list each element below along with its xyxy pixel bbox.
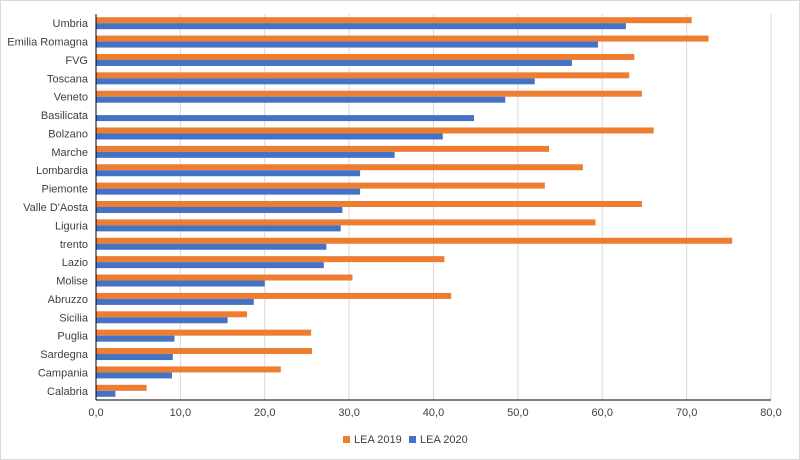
legend: LEA 2019 LEA 2020 xyxy=(343,434,468,446)
category-label: Basilicata xyxy=(41,110,89,122)
bar-lea-2020 xyxy=(96,59,572,66)
bar-lea-2019 xyxy=(96,292,452,299)
category-label: Veneto xyxy=(54,92,88,104)
bar-lea-2020 xyxy=(96,354,173,361)
category-label: Campania xyxy=(38,367,89,379)
bar-lea-2020 xyxy=(96,317,228,324)
bar-lea-2019 xyxy=(96,311,248,318)
bar-lea-2019 xyxy=(96,237,733,244)
bar-lea-2020 xyxy=(96,225,341,232)
x-tick-label: 30,0 xyxy=(338,407,359,419)
bar-lea-2019 xyxy=(96,72,630,79)
x-tick-labels: 0,0 10,0 20,0 30,0 40,0 50,0 60,0 70,0 80,0 xyxy=(88,407,781,419)
category-label: Umbria xyxy=(53,18,89,30)
category-label: Emilia Romagna xyxy=(7,37,89,49)
bar-lea-2020 xyxy=(96,280,265,287)
bar-lea-2019 xyxy=(96,274,353,281)
category-labels: Umbria Emilia Romagna FVG Toscana Veneto Basi… xyxy=(7,18,89,398)
bar-lea-2020 xyxy=(96,78,535,85)
category-label: Piemonte xyxy=(42,184,88,196)
bar-lea-2019 xyxy=(96,35,709,42)
bar-lea-2019 xyxy=(96,17,692,24)
bar-lea-2020 xyxy=(96,23,626,30)
bars xyxy=(96,17,733,397)
bar-lea-2019 xyxy=(96,182,545,189)
x-tick-label: 70,0 xyxy=(676,407,697,419)
bar-lea-2019 xyxy=(96,90,642,97)
bar-lea-2020 xyxy=(96,298,254,305)
category-label: Molise xyxy=(56,276,88,288)
bar-lea-2020 xyxy=(96,207,343,213)
category-label: Valle D'Aosta xyxy=(23,202,89,214)
category-label: Lombardia xyxy=(36,165,89,177)
bar-lea-2020 xyxy=(96,335,175,342)
bar-lea-2020 xyxy=(96,170,361,177)
category-label: Abruzzo xyxy=(48,294,88,306)
bar-lea-2020 xyxy=(96,133,443,140)
bar-lea-2019 xyxy=(96,164,583,171)
bar-lea-2019 xyxy=(96,53,635,60)
category-label: Toscana xyxy=(47,73,89,85)
x-tick-label: 20,0 xyxy=(254,407,275,419)
bar-lea-2019 xyxy=(96,348,312,355)
bar-lea-2019 xyxy=(96,219,596,226)
bar-lea-2020 xyxy=(96,390,116,397)
x-tick-label: 0,0 xyxy=(88,407,103,419)
x-tick-label: 10,0 xyxy=(170,407,191,419)
bar-lea-2019 xyxy=(96,127,654,134)
bar-lea-2020 xyxy=(96,151,395,158)
x-tick-label: 60,0 xyxy=(592,407,613,419)
category-label: Sardegna xyxy=(40,349,89,361)
category-label: FVG xyxy=(65,55,88,67)
legend-label: LEA 2019 xyxy=(354,434,402,446)
bar-lea-2020 xyxy=(96,243,327,250)
x-tick-label: 40,0 xyxy=(423,407,444,419)
bar-lea-2019 xyxy=(96,329,312,336)
x-tick-label: 50,0 xyxy=(507,407,528,419)
category-label: Calabria xyxy=(47,386,89,398)
bar-lea-2019 xyxy=(96,201,642,207)
bar-lea-2020 xyxy=(96,96,506,103)
category-label: Bolzano xyxy=(48,128,88,140)
bar-lea-2020 xyxy=(96,188,361,195)
legend-swatch xyxy=(409,436,416,443)
bar-lea-2019 xyxy=(96,366,281,373)
bar-lea-2020 xyxy=(96,41,599,48)
category-label: Puglia xyxy=(57,331,88,343)
legend-label: LEA 2020 xyxy=(420,434,468,446)
category-label: trento xyxy=(60,239,88,251)
x-tick-label: 80,0 xyxy=(760,407,781,419)
bar-lea-2020 xyxy=(96,262,324,269)
bar-lea-2020 xyxy=(96,115,474,122)
bar-lea-2019 xyxy=(96,256,445,263)
category-label: Lazio xyxy=(62,257,88,269)
category-label: Sicilia xyxy=(59,312,89,324)
category-label: Liguria xyxy=(55,220,89,232)
bar-lea-2020 xyxy=(96,372,172,379)
bar-lea-2019 xyxy=(96,145,550,152)
bar-lea-2019 xyxy=(96,384,147,391)
category-label: Marche xyxy=(51,147,88,159)
legend-swatch xyxy=(343,436,350,443)
